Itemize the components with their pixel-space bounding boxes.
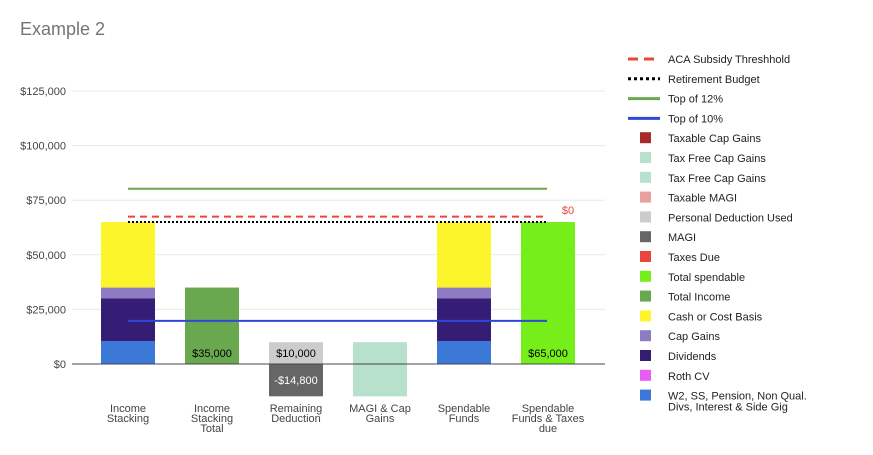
legend-item-cash-or-cost-basis: Cash or Cost Basis bbox=[640, 310, 763, 323]
legend-swatch bbox=[640, 369, 651, 381]
legend-swatch bbox=[640, 231, 651, 243]
legend-label: Taxable MAGI bbox=[668, 193, 737, 205]
legend-item-aca-subsidy-threshhold: ACA Subsidy Threshhold bbox=[628, 54, 790, 66]
legend-swatch bbox=[640, 152, 651, 163]
legend-label: ACA Subsidy Threshhold bbox=[668, 54, 790, 66]
bar-segment-cap-gains bbox=[437, 287, 491, 299]
bar-segment-tax-free-cap-gains bbox=[353, 342, 407, 397]
legend-swatch bbox=[640, 310, 651, 322]
y-tick-label: $75,000 bbox=[26, 195, 66, 207]
data-label: $65,000 bbox=[528, 348, 568, 360]
x-tick-label: Spendable Funds & Taxes due bbox=[512, 403, 585, 435]
axes: $0 $25,000 $50,000 $75,000 $100,000 $125,000 I… bbox=[20, 86, 605, 435]
bar-segment-cash-or-cost-basis bbox=[101, 222, 155, 288]
legend-label: Tax Free Cap Gains bbox=[668, 153, 766, 165]
legend-item-retirement-budget: Retirement Budget bbox=[628, 74, 760, 86]
legend-label: W2, SS, Pension, Non Qual. Divs, Interest… bbox=[668, 391, 807, 414]
x-tick-label: Income Stacking Total bbox=[191, 403, 233, 435]
y-tick-label: $25,000 bbox=[26, 304, 66, 316]
bar-segment-total-income bbox=[185, 287, 239, 364]
legend-label: Taxable Cap Gains bbox=[668, 133, 761, 145]
legend-label: Tax Free Cap Gains bbox=[668, 173, 766, 185]
x-tick-label: MAGI & Cap Gains bbox=[349, 403, 411, 425]
y-tick-label: $125,000 bbox=[20, 86, 66, 98]
legend-item-taxes-due: Taxes Due bbox=[640, 251, 720, 264]
legend-label: MAGI bbox=[668, 232, 696, 244]
legend-label: Cap Gains bbox=[668, 331, 720, 343]
legend-swatch bbox=[640, 290, 651, 302]
legend-label: Top of 10% bbox=[668, 113, 723, 125]
legend-label: Total Income bbox=[668, 292, 730, 304]
y-tick-label: $0 bbox=[54, 359, 66, 371]
legend-item-w2-ss-pension-non-qual-divs-interest-side-gig: W2, SS, Pension, Non Qual. Divs, Interest… bbox=[640, 389, 807, 414]
legend-label: Personal Deduction Used bbox=[668, 212, 793, 224]
legend-swatch bbox=[640, 251, 651, 262]
bar-segment-dividends bbox=[101, 298, 155, 342]
reference-lines bbox=[128, 187, 547, 322]
legend-item-tax-free-cap-gains: Tax Free Cap Gains bbox=[640, 171, 766, 185]
legend: ACA Subsidy Threshhold Retirement Budget T… bbox=[628, 54, 807, 414]
data-label: $35,000 bbox=[192, 348, 232, 360]
x-tick-label: Spendable Funds bbox=[438, 403, 491, 425]
legend-label: Top of 12% bbox=[668, 94, 723, 106]
legend-item-tax-free-cap-gains: Tax Free Cap Gains bbox=[640, 152, 766, 165]
legend-item-taxable-cap-gains: Taxable Cap Gains bbox=[640, 132, 761, 145]
bar-segment-total-spendable bbox=[521, 222, 575, 364]
bar-segment-magi bbox=[269, 364, 323, 397]
chart-title: Example 2 bbox=[20, 19, 105, 39]
bar-segment-w2-ss-pension-non-qual-divs-interest-side-gig bbox=[437, 341, 491, 364]
legend-label: Total spendable bbox=[668, 272, 745, 284]
legend-item-top-of-10: Top of 10% bbox=[628, 113, 723, 125]
legend-item-roth-cv: Roth CV bbox=[640, 369, 710, 383]
legend-swatch bbox=[640, 132, 651, 144]
legend-swatch bbox=[640, 350, 651, 361]
legend-swatch bbox=[640, 270, 651, 282]
bar-segment-personal-deduction-used bbox=[269, 342, 323, 364]
legend-item-cap-gains: Cap Gains bbox=[640, 330, 720, 343]
legend-swatch bbox=[640, 211, 651, 223]
legend-item-top-of-12: Top of 12% bbox=[628, 94, 723, 106]
legend-item-taxable-magi: Taxable MAGI bbox=[640, 191, 737, 205]
bar-segment-cash-or-cost-basis bbox=[437, 222, 491, 288]
bar-segment-cap-gains bbox=[101, 287, 155, 299]
legend-swatch bbox=[640, 389, 651, 401]
legend-swatch bbox=[640, 171, 651, 183]
legend-swatch bbox=[640, 191, 651, 203]
bar-segment-dividends bbox=[437, 298, 491, 342]
legend-item-total-spendable: Total spendable bbox=[640, 270, 745, 284]
legend-label: Dividends bbox=[668, 351, 717, 363]
legend-item-total-income: Total Income bbox=[640, 290, 730, 304]
bar-segment-w2-ss-pension-non-qual-divs-interest-side-gig bbox=[101, 341, 155, 364]
legend-item-magi: MAGI bbox=[640, 231, 696, 244]
legend-label: Taxes Due bbox=[668, 252, 720, 264]
legend-swatch bbox=[640, 330, 651, 342]
data-label: $10,000 bbox=[276, 348, 316, 360]
legend-item-dividends: Dividends bbox=[640, 350, 717, 363]
legend-label: Roth CV bbox=[668, 371, 710, 383]
y-tick-label: $100,000 bbox=[20, 141, 66, 153]
data-label: -$14,800 bbox=[274, 375, 317, 387]
gridlines bbox=[72, 90, 605, 310]
legend-label: Retirement Budget bbox=[668, 74, 760, 86]
legend-label: Cash or Cost Basis bbox=[668, 311, 763, 323]
legend-item-personal-deduction-used: Personal Deduction Used bbox=[640, 211, 793, 224]
y-tick-label: $50,000 bbox=[26, 250, 66, 262]
x-tick-label: Income Stacking bbox=[107, 403, 149, 425]
bars bbox=[101, 222, 575, 397]
x-tick-label: Remaining Deduction bbox=[270, 403, 323, 425]
data-label: $0 bbox=[562, 205, 574, 217]
data-labels: $35,000 $10,000 -$14,800 $65,000 $0 bbox=[192, 205, 574, 387]
